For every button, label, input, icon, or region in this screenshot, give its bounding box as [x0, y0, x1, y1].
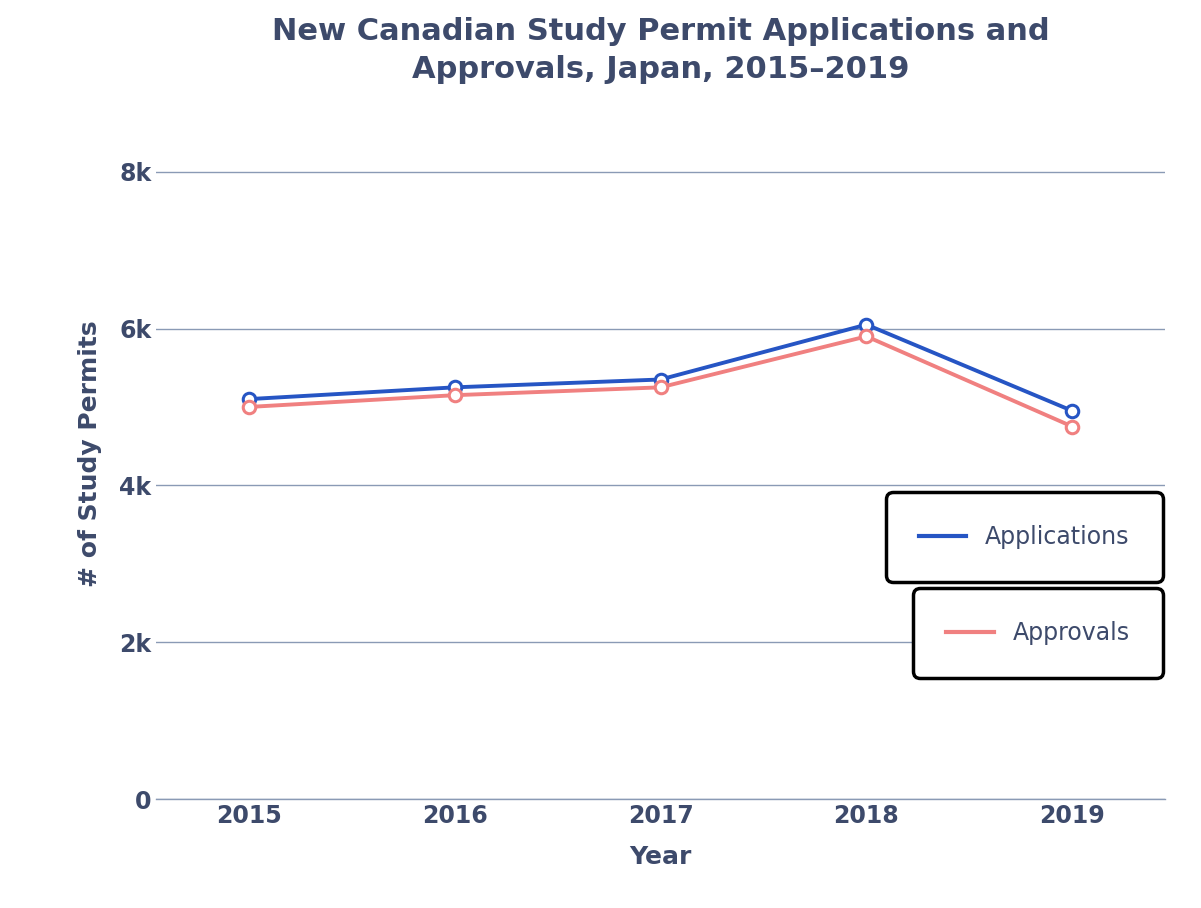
X-axis label: Year: Year — [629, 844, 692, 869]
Approvals — [859, 331, 873, 341]
Applications — [241, 394, 256, 405]
Y-axis label: # of Study Permits: # of Study Permits — [78, 321, 102, 587]
Approvals — [653, 382, 668, 393]
Applications — [448, 382, 462, 393]
Applications — [1065, 406, 1080, 417]
Approvals — [448, 390, 462, 400]
Applications — [859, 320, 873, 331]
Legend: Approvals: Approvals — [922, 597, 1153, 669]
Applications — [653, 374, 668, 385]
Line: Approvals: Approvals — [243, 331, 1078, 433]
Line: Applications: Applications — [243, 319, 1078, 417]
Approvals — [1065, 421, 1080, 432]
Approvals — [241, 401, 256, 412]
Title: New Canadian Study Permit Applications and
Approvals, Japan, 2015–2019: New Canadian Study Permit Applications a… — [271, 17, 1050, 84]
